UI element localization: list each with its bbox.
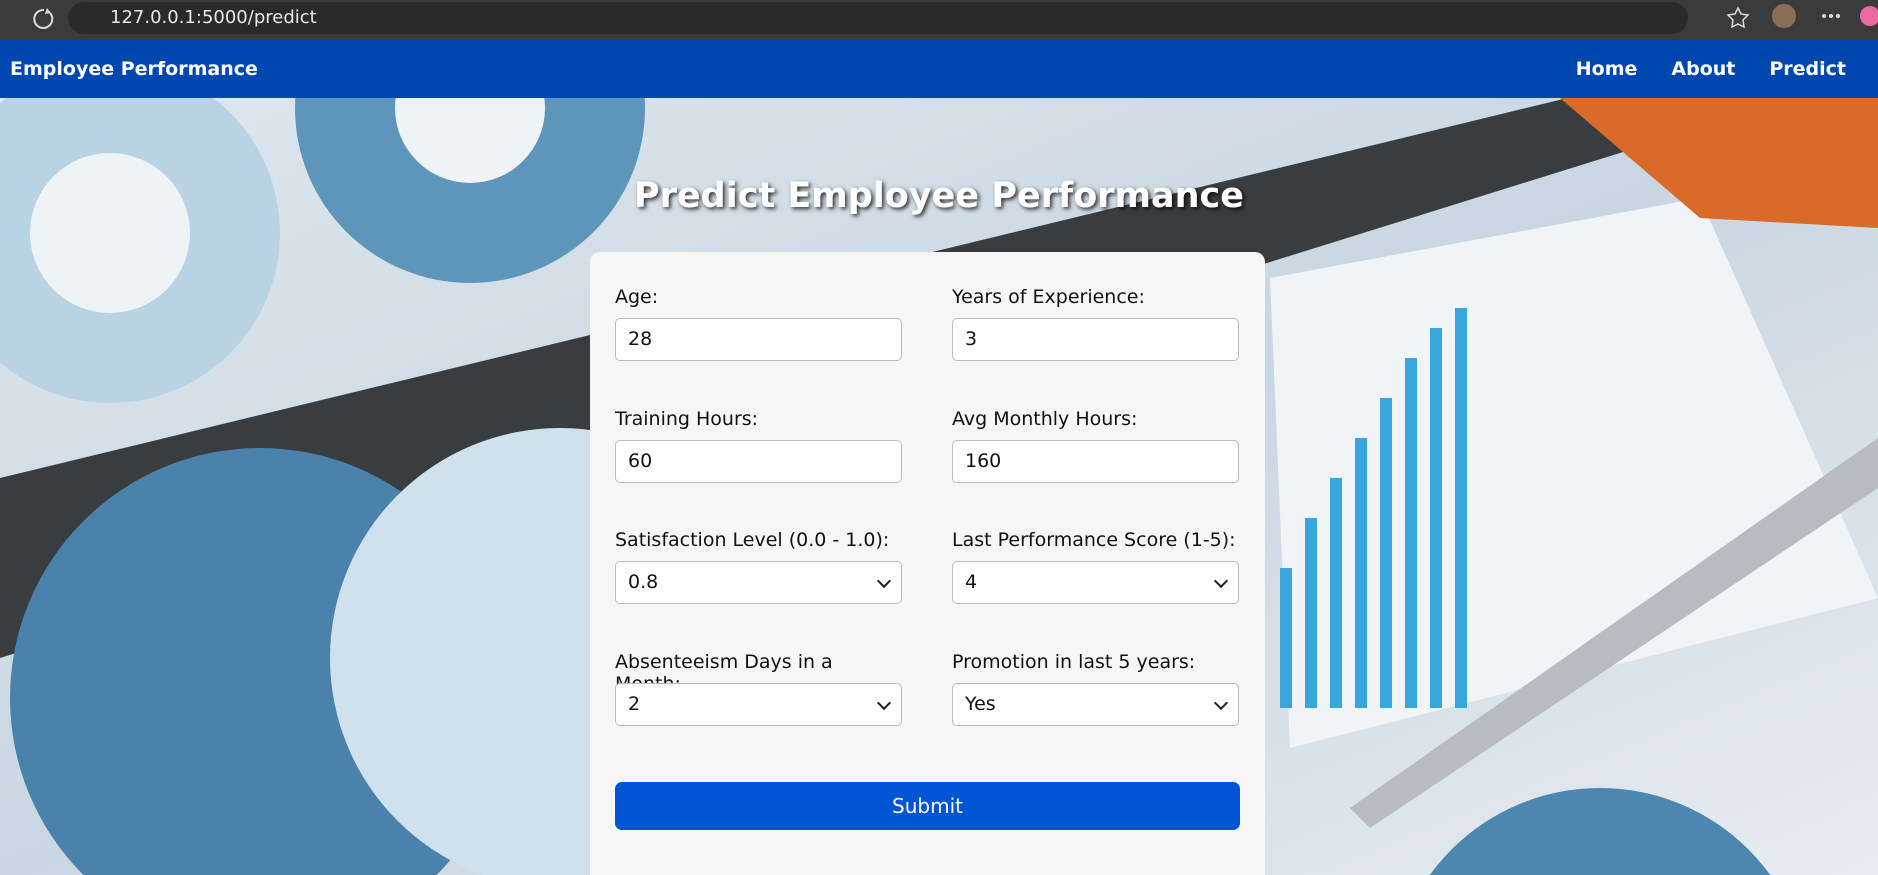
field-label: Promotion in last 5 years: (952, 650, 1196, 673)
form-field: Age: 28 (615, 286, 902, 361)
form-field: Years of Experience: 3 (952, 286, 1239, 361)
form-field: Avg Monthly Hours: 160 (952, 408, 1239, 483)
url-text: 127.0.0.1:5000/predict (110, 7, 317, 28)
submit-button[interactable]: Submit (615, 782, 1240, 830)
select-box[interactable]: 0.8 (615, 561, 902, 604)
browser-actions (1726, 4, 1878, 29)
nav-link[interactable]: Predict (1769, 58, 1846, 80)
form-field: Last Performance Score (1-5): 4 (952, 529, 1239, 604)
nav-link[interactable]: Home (1575, 58, 1638, 80)
browser-bar: 127.0.0.1:5000/predict (0, 0, 1878, 40)
field-label: Age: (615, 286, 659, 308)
page-title: Predict Employee Performance (634, 176, 1244, 216)
select-box[interactable]: 4 (952, 561, 1239, 604)
url-bar[interactable]: 127.0.0.1:5000/predict (68, 2, 1688, 34)
nav-link[interactable]: About (1671, 58, 1736, 80)
select-box[interactable]: 2 (615, 682, 902, 726)
field-label: Satisfaction Level (0.0 - 1.0): (615, 529, 890, 551)
text-input[interactable]: 28 (615, 318, 902, 361)
nav-links: Home About Predict (1576, 40, 1846, 98)
form-field: Promotion in last 5 years: Yes (952, 651, 1239, 726)
browser-icons (33, 8, 54, 29)
text-input[interactable]: 60 (615, 439, 902, 483)
select-box[interactable]: Yes (952, 682, 1239, 726)
form-field: Absenteeism Days in a Month:2 (615, 651, 902, 726)
field-label: Years of Experience: (952, 286, 1145, 308)
text-input[interactable]: 3 (952, 318, 1239, 361)
form-card: Submit Age: 28 Years of Experience: 3 Traini… (590, 252, 1265, 875)
form-field: Training Hours: 60 (615, 408, 902, 483)
field-label: Training Hours: (615, 407, 759, 430)
field-label: Absenteeism Days in a Month: (615, 650, 833, 695)
field-label: Last Performance Score (1-5): (952, 529, 1236, 551)
field-label: Avg Monthly Hours: (952, 407, 1138, 430)
text-input[interactable]: 160 (952, 439, 1239, 483)
brand[interactable]: Employee Performance (10, 58, 258, 80)
navbar: Employee Performance Home About Predict (0, 40, 1878, 98)
form-field: Satisfaction Level (0.0 - 1.0): 0.8 (615, 529, 902, 604)
